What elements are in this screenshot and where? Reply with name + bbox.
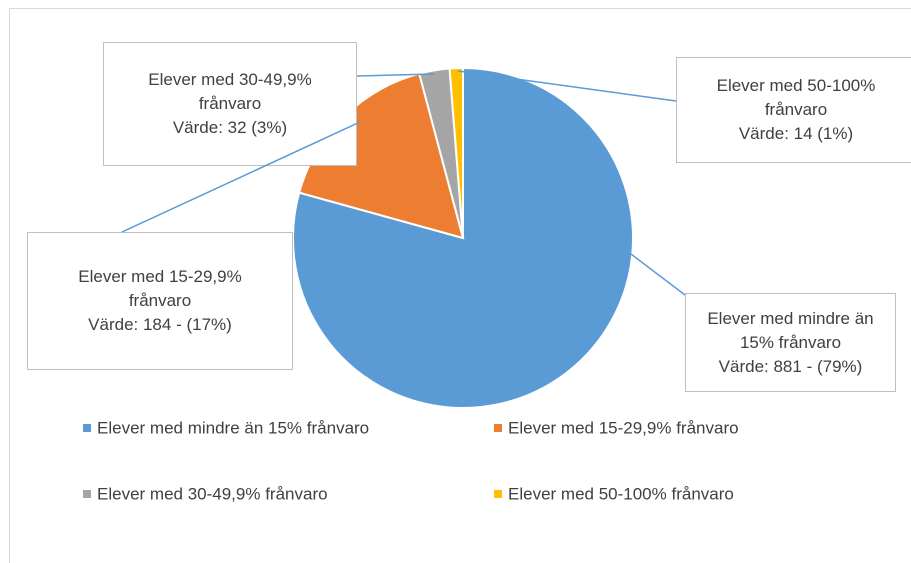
data-label: Elever med 15-29,9% frånvaro Värde: 184 -…: [27, 232, 293, 370]
legend-swatch: [83, 424, 91, 432]
data-label: Elever med 30-49,9% frånvaro Värde: 32 (3…: [103, 42, 357, 166]
data-label-name: Elever med mindre än 15% frånvaro: [707, 308, 874, 352]
data-label-name: Elever med 50-100% frånvaro: [716, 76, 876, 119]
chart-border: [9, 8, 911, 563]
legend-swatch: [494, 490, 502, 498]
data-label-value: Värde: 184 - (17%): [88, 315, 232, 334]
data-label-name: Elever med 30-49,9% frånvaro: [148, 70, 312, 113]
legend-label: Elever med 15-29,9% frånvaro: [508, 418, 739, 437]
data-label-name: Elever med 15-29,9% frånvaro: [78, 267, 242, 310]
legend-label: Elever med 30-49,9% frånvaro: [97, 484, 328, 503]
legend-swatch: [83, 490, 91, 498]
data-label: Elever med 50-100% frånvaro Värde: 14 (1%…: [676, 57, 911, 163]
data-label: Elever med mindre än 15% frånvaro Värde: …: [685, 293, 896, 392]
pie-slice: [448, 66, 464, 239]
data-label-value: Värde: 14 (1%): [738, 124, 854, 143]
pie-slice: [292, 66, 634, 409]
legend-label: Elever med 50-100% frånvaro: [508, 484, 734, 503]
data-label-value: Värde: 881 - (79%): [718, 356, 863, 376]
data-label-value: Värde: 32 (3%): [172, 118, 288, 137]
legend-label: Elever med mindre än 15% frånvaro: [97, 418, 369, 437]
legend-swatch: [494, 424, 502, 432]
